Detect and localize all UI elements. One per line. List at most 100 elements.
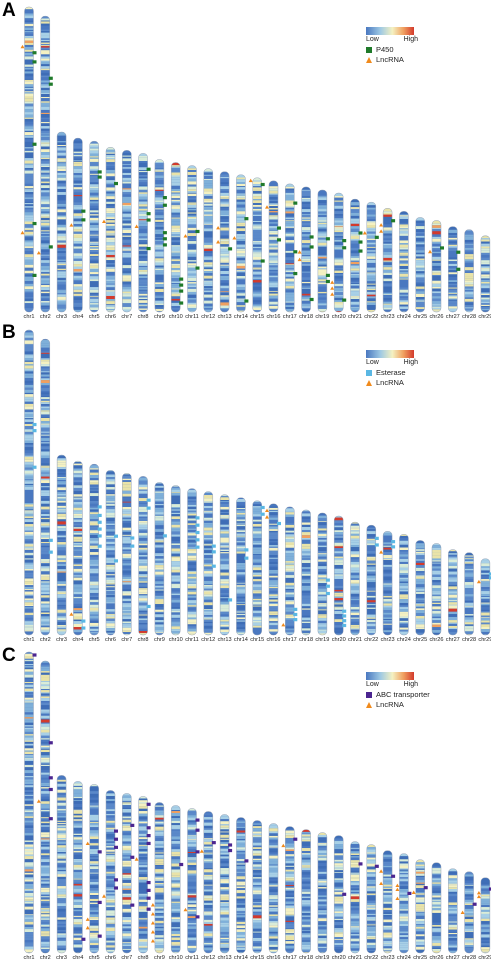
chromosome-label: chr7 [121,637,132,643]
gene-marker [195,523,200,527]
gene-marker [195,850,200,854]
gene-marker [342,623,347,628]
chromosome-label: chr28 [462,955,476,961]
chromosome-chr19 [317,512,328,636]
chromosome-label: chr19 [315,314,329,320]
lncrna-marker [102,219,106,224]
chromosome-chr12 [203,491,214,636]
panel-letter: B [2,322,16,343]
lncrna-marker [85,925,90,930]
chromosome-chr29 [480,235,491,313]
chromosome-label: chr28 [462,314,476,320]
chromosome-label: chr11 [185,637,199,643]
chromosome-chr12 [203,811,214,954]
gene-marker [97,527,102,531]
chromosome-chr4 [73,137,83,313]
lncrna-marker [69,612,74,616]
gene-marker [97,900,102,905]
gene-marker [325,237,330,241]
chromosome-chr2 [40,338,51,636]
chromosome-label: chr14 [234,955,248,961]
chromosome-chr23 [382,208,393,313]
gene-marker [456,250,461,254]
gene-marker [391,219,396,223]
chromosome-label: chr17 [283,314,297,320]
gene-marker [32,51,37,55]
lncrna-marker [183,234,188,238]
chromosome-label: chr18 [299,637,313,643]
chromosome-chr7 [122,793,132,954]
gene-square-icon [366,691,372,698]
gene-marker [374,235,379,239]
chromosome-chr7 [122,473,132,636]
chromosome-label: chr25 [413,314,427,320]
gene-marker [358,240,363,244]
chromosome-chr11 [187,165,197,313]
chromosome-label: chr20 [332,955,346,961]
gene-marker [309,235,314,239]
chromosome-label: chr1 [24,314,35,320]
gene-marker [244,299,249,303]
chromosome-label: chr17 [283,637,297,643]
gene-marker [195,538,200,542]
chromosome-label: chr24 [397,314,411,320]
chromosome-label: chr28 [462,637,476,643]
chromosome-label: chr19 [315,637,329,643]
legend-lnc-item: LncRNA [366,700,436,709]
gene-marker [32,60,37,64]
lncrna-marker [183,907,188,912]
chromosome-label: chr2 [40,314,51,320]
chromosome-label: chr5 [89,955,100,961]
chromosome-label: chr4 [72,637,83,643]
chromosome-label: chr14 [234,314,248,320]
chromosome-label: chr19 [315,955,329,961]
chromosome-chr11 [187,488,197,636]
chromosome-chr10 [170,805,181,954]
chromosome-chr15 [252,500,262,636]
gene-marker [97,170,102,174]
legend-lnc-label: LncRNA [376,700,404,709]
gene-marker [32,653,37,657]
gene-marker [211,544,216,548]
gene-marker [342,619,347,623]
gene-marker [472,902,477,906]
gene-marker [130,855,135,859]
gene-marker [97,850,102,854]
lncrna-marker [150,912,155,916]
chromosome-label: chr17 [283,955,297,961]
chromosome-chr9 [154,802,165,954]
gene-marker [211,564,216,568]
gene-marker [325,273,330,277]
chromosome-chr24 [399,853,409,954]
chromosome-chr1 [24,329,34,636]
gene-marker [293,271,298,276]
chromosome-label: chr3 [56,314,67,320]
chromosome-label: chr20 [332,637,346,643]
legend-gene-label: Esterase [376,368,406,377]
chromosome-label: chr14 [234,637,248,643]
chromosome-chr3 [56,454,67,636]
chromosome-label: chr6 [105,955,116,961]
gene-marker [342,246,347,250]
gene-marker [162,203,167,207]
chromosome-label: chr6 [105,314,116,320]
gene-marker [342,892,347,896]
gene-marker [195,545,200,549]
legend-lnc-label: LncRNA [376,55,404,64]
chromosome-label: chr12 [201,314,215,320]
lncrna-marker [379,881,384,886]
chromosome-label: chr11 [185,955,199,961]
gene-marker [97,934,102,938]
gene-marker [114,829,118,833]
chromosome-chr18 [301,186,311,313]
chromosome-chr11 [187,808,197,954]
chromosome-chr27 [448,549,458,636]
lncrna-triangle-icon [366,379,372,386]
chromosome-chr28 [464,871,474,954]
chromosome-label: chr10 [169,637,183,643]
gene-square-icon [366,46,372,53]
chromosome-label: chr13 [218,955,232,961]
gene-marker [342,614,347,618]
chromosome-label: chr25 [413,955,427,961]
gene-marker [146,604,151,609]
